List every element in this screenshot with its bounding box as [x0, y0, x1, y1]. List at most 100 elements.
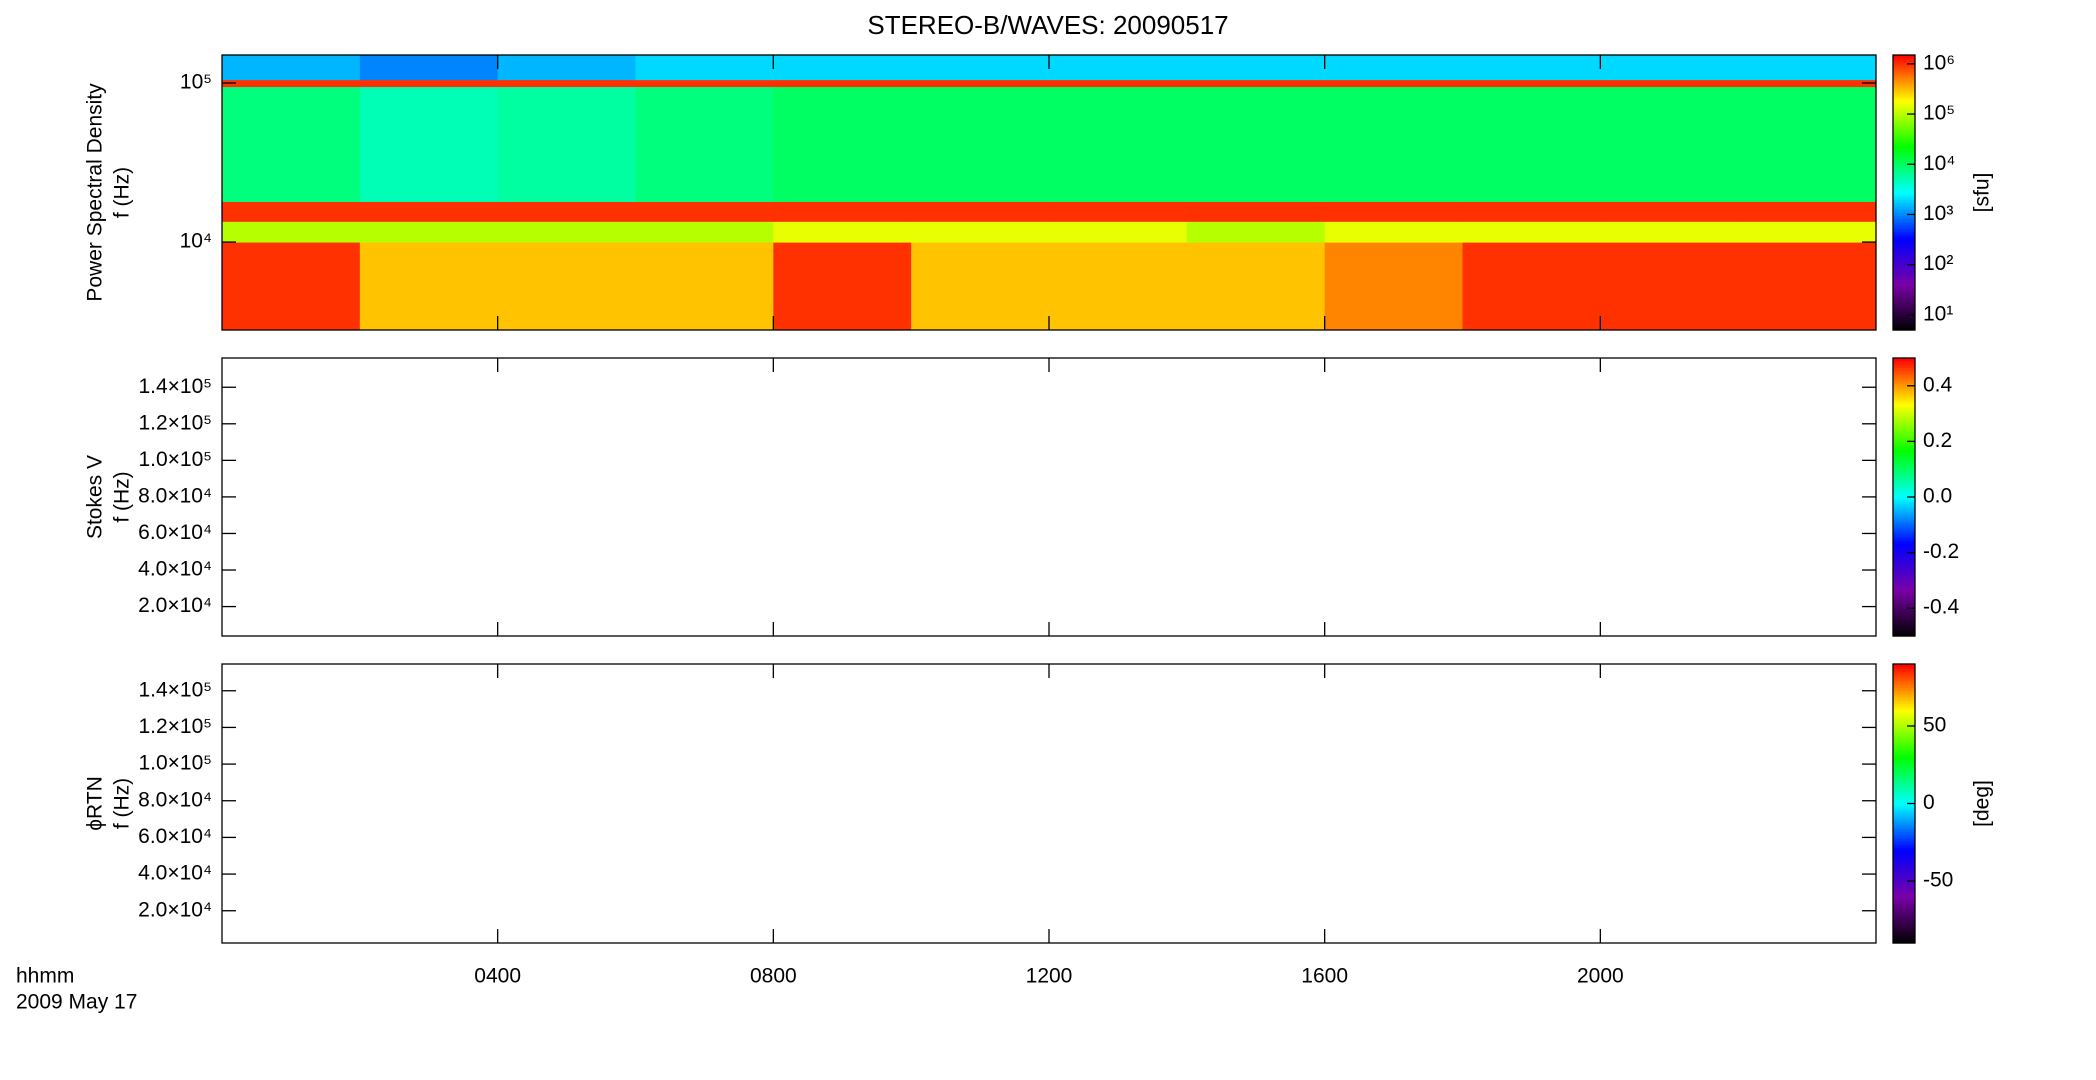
colorbar-strip	[1893, 903, 1915, 907]
colorbar-strip	[1893, 561, 1915, 565]
colorbar-strip	[1893, 745, 1915, 749]
colorbar-strip	[1893, 187, 1915, 191]
heatmap-cell	[1186, 242, 1326, 331]
colorbar-strip	[1893, 265, 1915, 269]
colorbar-strip	[1893, 494, 1915, 498]
heatmap-cell	[1324, 55, 1463, 81]
colorbar-strip	[1893, 245, 1915, 249]
colorbar-tick-label: 10²	[1923, 252, 1953, 275]
colorbar-strip	[1893, 55, 1915, 58]
colorbar-strip	[1893, 875, 1915, 879]
colorbar-strip	[1893, 446, 1915, 449]
colorbar-strip	[1893, 759, 1915, 763]
colorbar-strip	[1893, 153, 1915, 157]
colorbar-strip	[1893, 508, 1915, 512]
colorbar-strip	[1893, 183, 1915, 187]
colorbar-strip	[1893, 311, 1915, 315]
colorbar-strip	[1893, 761, 1915, 765]
colorbar-strip	[1893, 891, 1915, 895]
colorbar-strip	[1893, 480, 1915, 484]
colorbar-strip	[1893, 367, 1915, 371]
heatmap-cell	[1462, 221, 1601, 243]
colorbar-strip	[1893, 757, 1915, 760]
colorbar-strip	[1893, 615, 1915, 619]
colorbar-strip	[1893, 132, 1915, 136]
colorbar-strip	[1893, 455, 1915, 459]
colorbar-strip	[1893, 169, 1915, 173]
heatmap-cell	[1324, 242, 1463, 331]
colorbar-strip	[1893, 538, 1915, 542]
colorbar-strip	[1893, 784, 1915, 788]
colorbar-strip	[1893, 144, 1915, 148]
heatmap-cell	[1186, 55, 1326, 81]
colorbar-strip	[1893, 291, 1915, 294]
heatmap-cell	[773, 242, 912, 331]
heatmap-cell	[1738, 221, 1877, 243]
colorbar-strip	[1893, 229, 1915, 233]
colorbar-strip	[1893, 374, 1915, 378]
colorbar-strip	[1893, 121, 1915, 125]
colorbar-strip	[1893, 554, 1915, 558]
colorbar-strip	[1893, 750, 1915, 753]
colorbar-strip	[1893, 715, 1915, 719]
colorbar-strip	[1893, 492, 1915, 496]
colorbar-strip	[1893, 464, 1915, 468]
heatmap-cell	[635, 79, 774, 88]
colorbar-strip	[1893, 397, 1915, 401]
colorbar-strip	[1893, 71, 1915, 74]
heatmap-cell	[911, 201, 1050, 222]
colorbar-strip	[1893, 284, 1915, 288]
colorbar-strip	[1893, 673, 1915, 677]
colorbar-strip	[1893, 731, 1915, 735]
heatmap-cell	[1600, 55, 1739, 81]
colorbar-strip	[1893, 591, 1915, 595]
colorbar-strip	[1893, 220, 1915, 223]
colorbar-strip	[1893, 190, 1915, 194]
colorbar-strip	[1893, 252, 1915, 255]
heatmap-cell	[1738, 201, 1877, 222]
colorbar-strip	[1893, 406, 1915, 410]
colorbar-strip	[1893, 594, 1915, 598]
colorbar-strip	[1893, 794, 1915, 798]
colorbar-strip	[1893, 510, 1915, 514]
colorbar-strip	[1893, 694, 1915, 698]
colorbar-strip	[1893, 691, 1915, 695]
colorbar-strip	[1893, 427, 1915, 431]
colorbar-strip	[1893, 933, 1915, 937]
heatmap-cell	[1462, 79, 1601, 88]
colorbar-strip	[1893, 940, 1915, 944]
colorbar-strip	[1893, 889, 1915, 893]
colorbar-strip	[1893, 738, 1915, 742]
colorbar-strip	[1893, 103, 1915, 107]
colorbar-strip	[1893, 863, 1915, 867]
colorbar-strip	[1893, 485, 1915, 489]
colorbar-tick-label: 0.4	[1923, 373, 1953, 396]
colorbar-strip	[1893, 701, 1915, 705]
heatmap-cell	[1049, 55, 1188, 81]
y-axis-label: Stokes V	[84, 455, 107, 539]
colorbar-strip	[1893, 302, 1915, 306]
colorbar-strip	[1893, 898, 1915, 902]
colorbar-strip	[1893, 631, 1915, 635]
colorbar-strip	[1893, 905, 1915, 909]
colorbar-strip	[1893, 831, 1915, 835]
colorbar-strip	[1893, 803, 1915, 807]
colorbar-strip	[1893, 747, 1915, 751]
colorbar-strip	[1893, 395, 1915, 398]
colorbar-strip	[1893, 439, 1915, 442]
colorbar-strip	[1893, 61, 1915, 65]
colorbar-strip	[1893, 726, 1915, 730]
colorbar-strip	[1893, 529, 1915, 533]
colorbar-strip	[1893, 242, 1915, 246]
colorbar-strip	[1893, 861, 1915, 865]
colorbar-strip	[1893, 698, 1915, 702]
colorbar-strip	[1893, 114, 1915, 118]
colorbar-strip	[1893, 82, 1915, 86]
colorbar-strip	[1893, 249, 1915, 253]
colorbar-strip	[1893, 824, 1915, 828]
colorbar-strip	[1893, 910, 1915, 914]
colorbar-strip	[1893, 736, 1915, 739]
y-tick-label: 1.2×10⁵	[138, 411, 212, 434]
colorbar-strip	[1893, 263, 1915, 267]
y-tick-label: 1.4×10⁵	[138, 678, 212, 701]
